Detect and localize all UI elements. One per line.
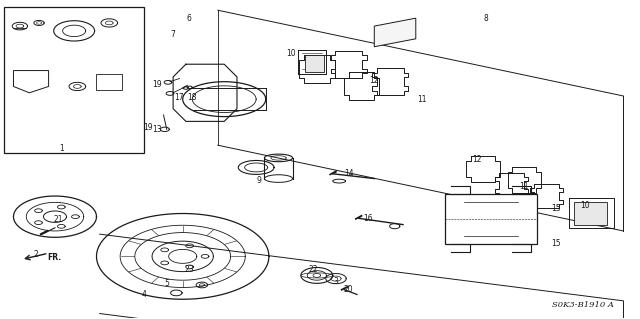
Text: 2: 2 bbox=[33, 250, 38, 259]
Text: 7: 7 bbox=[171, 30, 175, 39]
Text: 19: 19 bbox=[143, 123, 152, 132]
Text: 8: 8 bbox=[484, 14, 488, 23]
Text: 11: 11 bbox=[417, 95, 427, 104]
Text: 13: 13 bbox=[152, 125, 162, 134]
Bar bbox=[305, 55, 324, 72]
Text: 21: 21 bbox=[53, 215, 63, 224]
Text: 20: 20 bbox=[344, 285, 353, 294]
Text: 3: 3 bbox=[333, 277, 339, 286]
Bar bbox=[445, 195, 537, 244]
Text: 10: 10 bbox=[580, 201, 590, 210]
Text: 16: 16 bbox=[363, 214, 372, 223]
Text: 9: 9 bbox=[257, 176, 262, 185]
Bar bbox=[97, 74, 122, 90]
Text: 23: 23 bbox=[184, 264, 194, 274]
Text: 22: 22 bbox=[309, 264, 318, 274]
Bar bbox=[4, 7, 145, 153]
Text: 12: 12 bbox=[369, 76, 379, 85]
Text: 14: 14 bbox=[344, 169, 353, 178]
Text: 18: 18 bbox=[188, 93, 197, 102]
Text: S0K3-B1910 A: S0K3-B1910 A bbox=[552, 301, 614, 309]
Text: 1: 1 bbox=[59, 144, 64, 153]
Text: 15: 15 bbox=[552, 239, 561, 248]
Text: 12: 12 bbox=[472, 155, 481, 164]
Text: 19: 19 bbox=[152, 80, 162, 89]
Text: 11: 11 bbox=[520, 182, 529, 191]
Polygon shape bbox=[374, 18, 416, 47]
Text: 6: 6 bbox=[187, 14, 191, 23]
Text: 17: 17 bbox=[175, 93, 184, 102]
Bar bbox=[574, 202, 607, 225]
Text: 15: 15 bbox=[552, 204, 561, 213]
Text: 5: 5 bbox=[164, 279, 169, 288]
Polygon shape bbox=[13, 70, 49, 93]
Text: FR.: FR. bbox=[47, 253, 61, 262]
Text: 10: 10 bbox=[287, 48, 296, 58]
Text: 4: 4 bbox=[142, 290, 147, 299]
